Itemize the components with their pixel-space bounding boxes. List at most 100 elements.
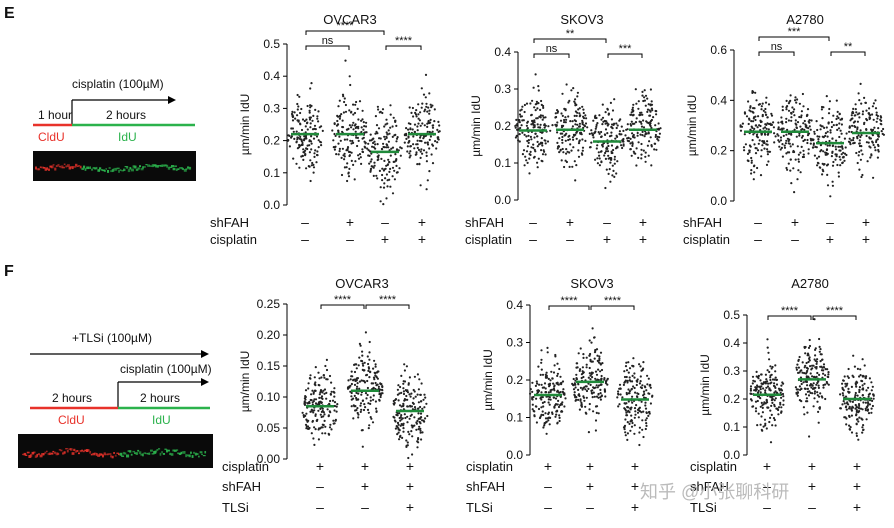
data-point [858,386,862,389]
data-point [338,147,341,150]
y-axis-label: µm/min IdU [481,349,495,411]
data-point [350,370,353,373]
condition-mark: + [639,231,647,247]
fiber-segment [51,165,54,169]
data-point [860,145,863,148]
data-point [845,153,848,157]
data-point [589,378,592,381]
data-point [288,134,291,137]
data-point [368,162,371,165]
data-point [305,147,308,150]
data-point [291,115,294,119]
data-point [783,144,786,147]
data-point [373,164,376,167]
data-point [384,177,387,180]
data-point [368,376,371,379]
data-point [880,130,883,133]
data-point [832,114,835,117]
fiber-segment [52,164,55,166]
data-point [569,143,572,146]
data-point [852,139,855,142]
data-point [413,147,416,150]
data-point [624,418,627,421]
data-point [581,105,584,108]
data-point [806,354,809,357]
condition-label: shFAH [210,215,249,230]
condition-mark: – [566,231,574,247]
panel-label-e: E [4,5,15,22]
data-point [319,391,322,394]
data-point [809,365,812,368]
data-point [874,149,877,152]
data-point [848,424,851,427]
data-point [360,393,363,396]
data-point [549,416,552,419]
data-point [380,157,383,160]
data-point [372,367,375,370]
data-point [796,363,799,366]
data-point [799,171,802,174]
data-point [811,146,815,149]
data-point [627,371,630,374]
data-point [406,441,409,444]
data-point [781,392,785,396]
data-point [858,116,861,119]
data-point [529,102,532,105]
data-point [341,126,345,129]
data-point [540,99,543,103]
data-point [426,122,429,125]
data-point [371,165,374,168]
data-point [355,367,358,370]
data-point [431,130,434,133]
data-point [857,134,860,137]
data-point [367,367,371,370]
data-point [431,104,434,107]
data-point [857,92,860,95]
data-point [561,141,564,144]
data-point [595,395,599,398]
data-point [846,375,849,378]
condition-mark: – [361,499,369,515]
fiber-segment [191,455,194,458]
data-point [536,145,539,148]
data-point [411,426,414,429]
data-point [770,112,773,115]
data-point [840,145,844,148]
data-point [349,83,352,87]
data-point [602,120,605,123]
data-point [760,108,763,111]
data-point [846,382,849,385]
data-point [548,423,551,426]
fiber-segment [169,166,173,168]
fiber-segment [142,166,144,169]
data-point [381,385,384,388]
data-point [594,127,597,130]
data-point [848,141,852,144]
fiber-segment [63,163,66,165]
data-point [584,139,587,142]
fiber-segment [100,169,103,171]
data-point [766,122,769,125]
data-point [813,132,816,135]
data-point [858,142,861,145]
data-point [818,350,821,353]
data-point [854,394,857,397]
data-point [549,129,552,132]
data-point [355,409,358,412]
data-point [354,126,357,130]
data-point [304,395,307,398]
data-point [858,150,861,153]
fiber-segment [190,451,192,454]
data-point [764,391,767,394]
data-point [634,152,637,155]
data-point [616,160,619,163]
data-point [556,110,560,113]
data-point [835,117,838,121]
data-point [564,121,567,124]
data-point [556,372,560,375]
data-point [544,153,547,156]
schematic-f-arrowhead1-icon [201,350,209,358]
data-point [595,125,598,128]
data-point [640,153,643,156]
